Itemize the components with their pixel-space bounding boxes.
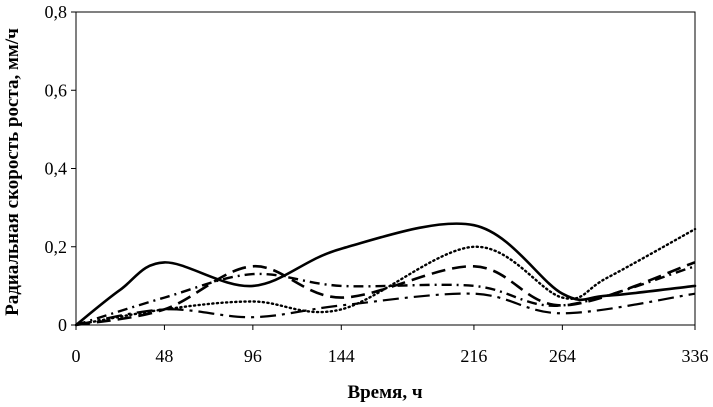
axis-ticks: 0 0,2 0,4 0,6 0,8 0 48 96 144 216 264 336 <box>45 2 709 366</box>
series-line-dash-dot-2 <box>75 292 696 327</box>
y-tick-label: 0,8 <box>45 2 68 22</box>
series-line-dash-dot <box>75 265 696 327</box>
plot-frame <box>75 11 696 326</box>
y-tick-label: 0 <box>58 315 67 335</box>
x-tick-label: 336 <box>682 346 709 366</box>
x-tick-label: 216 <box>460 346 487 366</box>
x-tick-label: 264 <box>549 346 576 366</box>
plot-area <box>75 11 696 326</box>
y-tick-label: 0,4 <box>45 159 68 179</box>
series-line-solid <box>74 222 697 327</box>
series-line-dotted <box>74 227 697 327</box>
x-tick-label: 144 <box>328 346 355 366</box>
x-axis-title: Время, ч <box>347 382 422 402</box>
y-tick-label: 0,6 <box>45 80 68 100</box>
series-lines <box>74 222 697 327</box>
y-tick-label: 0,2 <box>45 237 68 257</box>
x-tick-label: 0 <box>72 346 81 366</box>
x-tick-label: 48 <box>155 346 173 366</box>
series-line-long-dash <box>75 261 696 327</box>
y-axis-title: Радиальная скорость роста, мм/ч <box>2 28 23 316</box>
x-tick-label: 96 <box>244 346 262 366</box>
